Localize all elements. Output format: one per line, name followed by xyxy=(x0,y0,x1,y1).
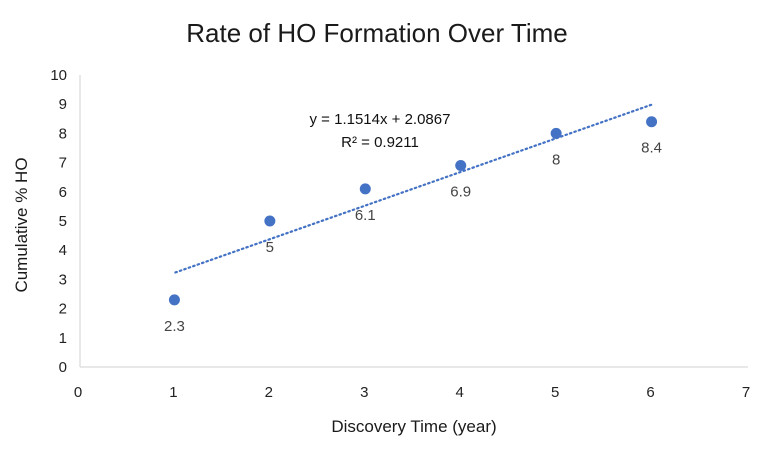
y-tick-label: 1 xyxy=(59,330,67,347)
data-label: 5 xyxy=(266,239,274,256)
x-tick-label: 1 xyxy=(169,384,177,401)
data-points xyxy=(168,116,658,306)
x-tick-label: 4 xyxy=(456,384,464,401)
x-tick-label: 3 xyxy=(360,384,368,401)
x-tick-label: 6 xyxy=(646,384,654,401)
axes: 0 1 2 3 4 5 6 7 8 9 10 0 1 2 3 4 5 6 7 xyxy=(50,67,750,401)
y-tick-label: 7 xyxy=(59,155,67,172)
data-label: 6.9 xyxy=(450,184,471,201)
trendline xyxy=(174,103,654,274)
y-axis-title: Cumulative % HO xyxy=(12,157,31,292)
y-tick-label: 8 xyxy=(59,125,67,142)
y-tick-label: 3 xyxy=(59,271,67,288)
chart-title: Rate of HO Formation Over Time xyxy=(186,18,567,48)
x-tick-label: 5 xyxy=(551,384,559,401)
y-tick-label: 9 xyxy=(59,96,67,113)
x-axis-title: Discovery Time (year) xyxy=(331,417,496,436)
y-tick-label: 0 xyxy=(59,359,67,376)
x-tick-label: 2 xyxy=(265,384,273,401)
trendline-r-squared: R² = 0.9211 xyxy=(341,134,419,151)
x-tick-label: 0 xyxy=(74,384,82,401)
data-point xyxy=(359,183,371,195)
data-point xyxy=(550,127,562,139)
y-tick-label: 6 xyxy=(59,184,67,201)
y-tick-label: 5 xyxy=(59,213,67,230)
data-label: 6.1 xyxy=(355,207,376,224)
trendline-equation: y = 1.1514x + 2.0867 xyxy=(310,111,451,128)
data-point xyxy=(264,215,276,227)
trendline-line xyxy=(174,103,654,274)
data-label: 8.4 xyxy=(641,140,662,157)
data-label: 8 xyxy=(552,151,560,168)
y-tick-label: 4 xyxy=(59,242,67,259)
data-point xyxy=(168,294,180,306)
data-label: 2.3 xyxy=(164,318,185,335)
y-tick-label: 10 xyxy=(50,67,67,84)
data-labels: 2.3 5 6.1 6.9 8 8.4 xyxy=(164,140,662,335)
y-tick-label: 2 xyxy=(59,301,67,318)
data-point xyxy=(455,160,467,172)
data-point xyxy=(646,116,658,128)
x-tick-label: 7 xyxy=(742,384,750,401)
